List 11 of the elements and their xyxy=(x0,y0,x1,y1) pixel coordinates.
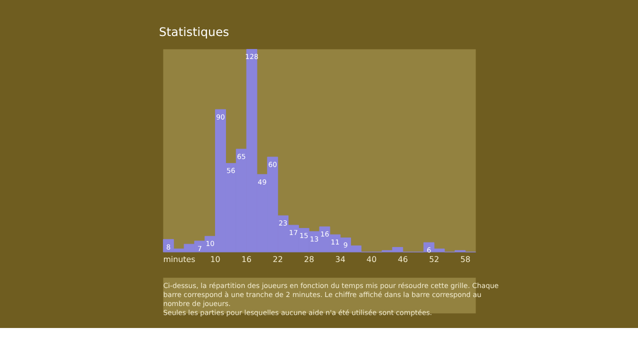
x-tick-label: 52 xyxy=(429,254,440,264)
x-tick-label: 34 xyxy=(335,254,346,264)
x-tick-label: 28 xyxy=(304,254,314,264)
chart-title: Statistiques xyxy=(159,25,230,40)
x-tick-label: 10 xyxy=(210,254,220,264)
x-tick-label: 22 xyxy=(272,254,283,264)
x-tick-label: 58 xyxy=(460,254,470,264)
x-tick-label: 16 xyxy=(242,254,252,264)
x-tick-label: 40 xyxy=(366,254,377,264)
x-tick-label: 46 xyxy=(398,254,408,264)
x-axis-title: minutes xyxy=(163,254,196,264)
